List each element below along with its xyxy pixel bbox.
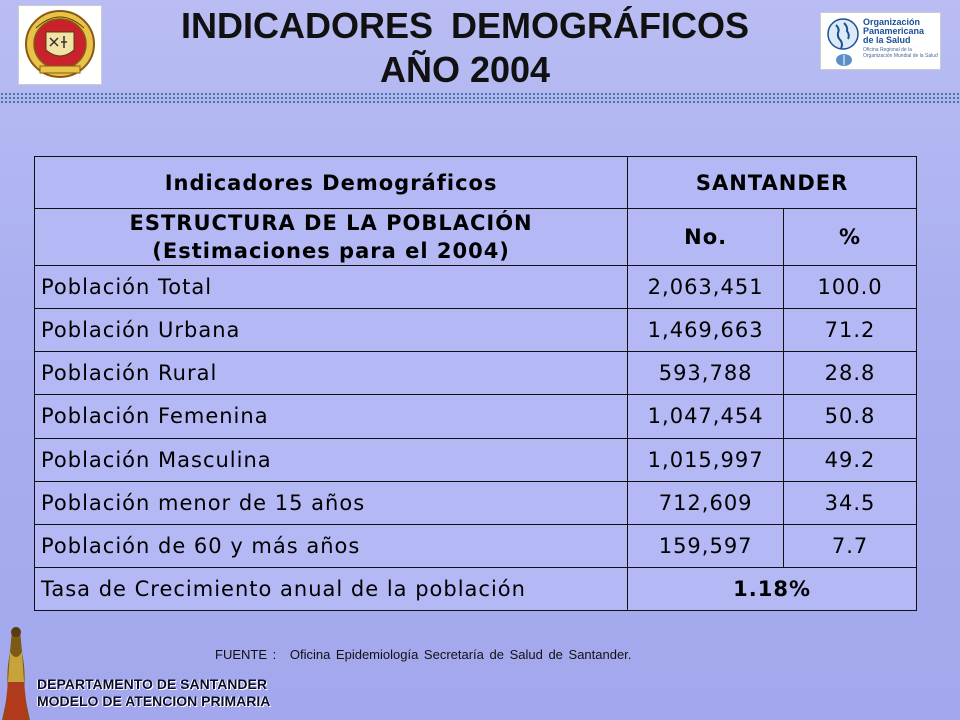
source-label: FUENTE :: [215, 647, 277, 662]
table-row: Población Femenina 1,047,454 50.8: [33, 394, 917, 439]
row-label: Población de 60 y más años: [33, 523, 629, 568]
row-percent: 50.8: [783, 394, 917, 439]
row-label: Población Total: [33, 264, 629, 310]
santander-seal-icon: [25, 10, 95, 78]
ops-logo: Organización Panamericana de la Salud Of…: [820, 12, 941, 70]
growth-rate-row: Tasa de Crecimiento anual de la població…: [33, 566, 917, 612]
santander-seal-logo: [18, 5, 102, 85]
row-number: 1,469,663: [627, 308, 785, 353]
row-number: 159,597: [627, 523, 785, 568]
structure-line-1: ESTRUCTURA DE LA POBLACIÓN: [129, 211, 533, 235]
table-row: Población Urbana 1,469,663 71.2: [33, 308, 917, 353]
row-percent: 34.5: [783, 480, 917, 525]
ops-subtitle: Oficina Regional de la Organización Mund…: [863, 47, 938, 59]
growth-rate-label: Tasa de Crecimiento anual de la població…: [33, 566, 629, 612]
row-percent: 71.2: [783, 308, 917, 353]
row-percent: 28.8: [783, 351, 917, 396]
table-row: Población de 60 y más años 159,597 7.7: [33, 523, 917, 568]
row-percent: 100.0: [783, 264, 917, 310]
table-heading: Indicadores Demográficos: [33, 156, 629, 209]
source-note: FUENTE : Oficina Epidemiología Secretarí…: [215, 647, 631, 662]
dotted-divider: [0, 92, 960, 104]
title-line-2: AÑO 2004: [379, 49, 551, 90]
footer-line-1: DEPARTAMENTO DE SANTANDER: [37, 676, 267, 692]
column-header-number: No.: [627, 208, 785, 266]
row-percent: 7.7: [783, 523, 917, 568]
who-emblem-icon: [836, 54, 852, 66]
page-title: INDICADORES DEMOGRÁFICOS AÑO 2004: [110, 4, 820, 92]
decorative-figure-icon: [2, 627, 30, 720]
table-row: Población menor de 15 años 712,609 34.5: [33, 480, 917, 525]
row-number: 593,788: [627, 351, 785, 396]
row-percent: 49.2: [783, 437, 917, 482]
demographic-indicators-table: Indicadores Demográficos SANTANDER ESTRU…: [33, 156, 917, 612]
ops-name: Organización Panamericana de la Salud: [863, 17, 925, 45]
column-header-percent: %: [783, 208, 917, 266]
row-number: 712,609: [627, 480, 785, 525]
source-text: Oficina Epidemiología Secretaría de Salu…: [289, 647, 632, 662]
table-header-row: Indicadores Demográficos SANTANDER: [33, 156, 917, 209]
table-row: Población Total 2,063,451 100.0: [33, 264, 917, 310]
footer: DEPARTAMENTO DE SANTANDER MODELO DE ATEN…: [37, 676, 270, 710]
row-number: 1,015,997: [627, 437, 785, 482]
row-label: Población Femenina: [33, 394, 629, 439]
title-line-1: INDICADORES DEMOGRÁFICOS: [180, 5, 750, 46]
footer-line-2: MODELO DE ATENCION PRIMARIA: [37, 693, 271, 709]
row-label: Población menor de 15 años: [33, 480, 629, 525]
structure-line-2: (Estimaciones para el 2004): [152, 239, 510, 263]
row-number: 2,063,451: [627, 264, 785, 310]
structure-header: ESTRUCTURA DE LA POBLACIÓN (Estimaciones…: [33, 208, 629, 266]
row-label: Población Urbana: [33, 308, 629, 353]
table-row: Población Masculina 1,015,997 49.2: [33, 437, 917, 482]
growth-rate-value: 1.18%: [627, 566, 917, 612]
row-number: 1,047,454: [627, 394, 785, 439]
row-label: Población Masculina: [33, 437, 629, 482]
globe-icon: [827, 18, 859, 50]
row-label: Población Rural: [33, 351, 629, 396]
table-row: Población Rural 593,788 28.8: [33, 351, 917, 396]
region-header: SANTANDER: [627, 156, 917, 209]
